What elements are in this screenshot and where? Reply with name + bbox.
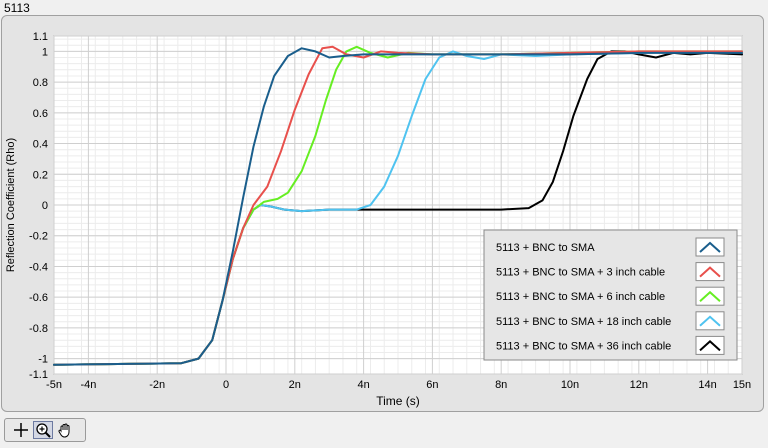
chart-frame: 1.1 1 0.8 0.6 0.4 0.2 0 -0.2 -0.4 -0.6 -0.8 -1 -1.1 … (1, 15, 764, 412)
graph-palette (4, 418, 86, 442)
legend-swatch[interactable] (695, 335, 725, 355)
legend-label: 5113 + BNC to SMA + 18 inch cable (496, 316, 671, 328)
x-tick-label: 14n (698, 379, 716, 391)
x-tick-label: 2n (289, 379, 301, 391)
legend-swatch[interactable] (695, 286, 725, 306)
y-tick-label: 0.4 (33, 139, 48, 151)
x-tick-label: 4n (357, 379, 369, 391)
legend-swatch-line (699, 290, 721, 302)
y-tick-label: -0.4 (29, 261, 48, 273)
y-tick-label: 0.2 (33, 169, 48, 181)
legend-swatch-line (699, 266, 721, 278)
chart-svg: 1.110.80.60.40.20-0.2-0.4-0.6-0.8-1-1.1 … (5, 31, 751, 408)
legend-swatch[interactable] (695, 311, 725, 331)
y-tick-label: -1.1 (29, 369, 48, 381)
pan-tool[interactable] (55, 421, 75, 439)
legend-swatch[interactable] (695, 237, 725, 257)
legend-label: 5113 + BNC to SMA + 3 inch cable (496, 267, 665, 279)
legend: 5113 + BNC to SMA 5113 + BNC to SMA + 3 i… (483, 229, 738, 361)
x-tick-labels: -5n -4n -2n 0 2n 4n 6n 8n 10n 12n 14n 15n (46, 379, 751, 391)
cursor-move-tool[interactable] (11, 421, 31, 439)
legend-label: 5113 + BNC to SMA + 36 inch cable (496, 340, 671, 352)
legend-label: 5113 + BNC to SMA + 6 inch cable (496, 291, 665, 303)
y-tick-label: 0.8 (33, 77, 48, 89)
x-tick-label: 6n (426, 379, 438, 391)
window-title: 5113 (4, 1, 30, 15)
y-tick-label: -0.6 (29, 292, 48, 304)
legend-label: 5113 + BNC to SMA (496, 242, 595, 254)
legend-swatch-line (699, 241, 721, 253)
x-tick-label: 10n (561, 379, 579, 391)
y-tick-labels: 1.1 1 0.8 0.6 0.4 0.2 0 -0.2 -0.4 -0.6 -0.8 -1 -1.1 (29, 31, 48, 381)
y-axis-label: Reflection Coefficient (Rho) (5, 138, 17, 272)
y-tick-label: 0.6 (33, 108, 48, 120)
y-tick-label: 1.1 (33, 31, 48, 43)
x-tick-label: 0 (223, 379, 229, 391)
series-line-4 (53, 47, 743, 366)
y-tick-label: 0 (42, 200, 48, 212)
y-tick-label: 1 (42, 46, 48, 58)
x-tick-label: -4n (80, 379, 96, 391)
legend-swatch-line (699, 315, 721, 327)
x-tick-label: -2n (149, 379, 165, 391)
x-tick-label: -5n (46, 379, 62, 391)
legend-swatch-line (699, 340, 721, 352)
zoom-tool[interactable] (33, 421, 53, 439)
y-tick-label: -0.2 (29, 231, 48, 243)
pan-hand-icon (58, 423, 70, 438)
y-tick-label: -0.8 (29, 323, 48, 335)
series-layer (53, 45, 743, 366)
legend-box (483, 229, 738, 361)
cursor-move-icon (14, 423, 28, 437)
y-tick-label: -1 (38, 354, 48, 366)
x-tick-label: 8n (495, 379, 507, 391)
x-tick-label: 15n (733, 379, 751, 391)
x-tick-label: 12n (630, 379, 648, 391)
legend-swatch[interactable] (695, 262, 725, 282)
x-axis-label: Time (s) (376, 394, 420, 408)
zoom-icon (36, 423, 51, 438)
